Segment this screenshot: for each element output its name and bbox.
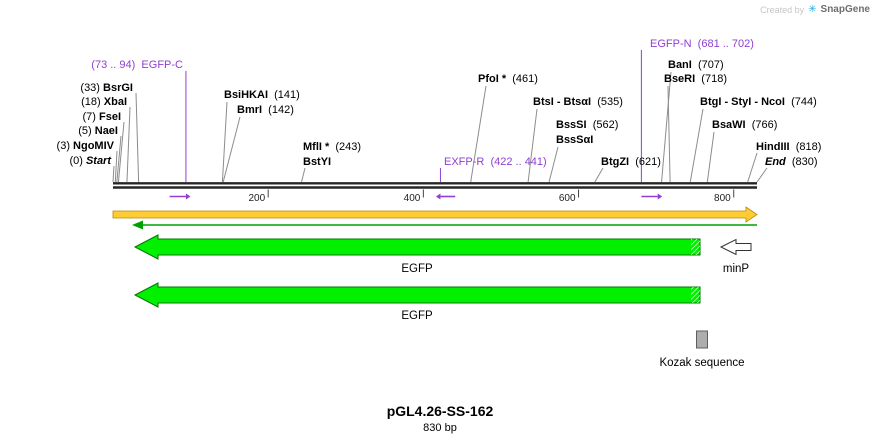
enzyme-label-fsei[interactable]: (7) FseI: [82, 111, 121, 123]
callout-line-bsrgi: [135, 92, 140, 183]
primer-arrowhead-exfp_r: [435, 193, 441, 200]
enzyme-label-bseri[interactable]: BseRI (718): [664, 73, 727, 85]
snapgene-credit: Created by ✳ SnapGene: [760, 4, 870, 15]
feature-arrow-egfp-2[interactable]: [133, 282, 701, 308]
callout-line-btgi: [689, 108, 704, 183]
enzyme-label-bsihkai[interactable]: BsiHKAI (141): [224, 89, 300, 101]
feature-arrow-minp[interactable]: [719, 238, 752, 256]
enzyme-label-bani[interactable]: BanI (707): [668, 59, 724, 71]
thin-feature-arrow-head: [132, 220, 143, 230]
feature-label-egfp-1[interactable]: EGFP: [401, 263, 433, 275]
enzyme-label-btgi[interactable]: BtgI - StyI - NcoI (744): [700, 96, 817, 108]
enzyme-label-bmri[interactable]: BmrI (142): [237, 104, 294, 116]
callout-line-ngomiv: [114, 150, 118, 183]
callout-line-bstyi: [301, 167, 306, 183]
callout-line-hindiii: [747, 152, 758, 183]
callout-line-start: [112, 165, 115, 183]
callout-line-btgzi: [594, 167, 604, 183]
callout-line-bseri: [667, 85, 671, 183]
ruler-label-600: 600: [559, 193, 576, 204]
callout-line-btsi: [527, 108, 538, 183]
feature-label-kozak[interactable]: Kozak sequence: [659, 357, 744, 369]
ruler-label-400: 400: [404, 193, 421, 204]
primer-label-egfp_c[interactable]: (73 .. 94) EGFP-C: [91, 59, 183, 71]
enzyme-label-bsawi[interactable]: BsaWI (766): [712, 119, 777, 131]
ruler-label-200: 200: [248, 193, 265, 204]
callout-line-bsihkai: [221, 101, 228, 183]
feature-arrow-egfp-1-truncation-hatch: [691, 239, 700, 255]
feature-arrow-egfp-1[interactable]: [133, 234, 701, 260]
callout-line-end: [756, 167, 768, 183]
primer-label-egfp_n[interactable]: EGFP-N (681 .. 702): [650, 38, 754, 50]
callout-line-fsei: [117, 121, 125, 183]
enzyme-label-pfoi[interactable]: PfoI * (461): [478, 73, 538, 85]
enzyme-label-bsssi[interactable]: BssSI (562): [556, 119, 618, 131]
callout-line-bmri: [222, 116, 241, 183]
enzyme-label-hindiii[interactable]: HindIII (818): [756, 141, 821, 153]
enzyme-label-btsi[interactable]: BtsI - BtsαI (535): [533, 96, 623, 108]
ruler-label-800: 800: [714, 193, 731, 204]
enzyme-label-bsrgi[interactable]: (33) BsrGI: [80, 82, 133, 94]
primer-label-exfp_r[interactable]: EXFP-R (422 .. 441): [444, 156, 547, 168]
enzyme-label-btgzi[interactable]: BtgZI (621): [601, 156, 661, 168]
enzyme-label-end[interactable]: End (830): [765, 156, 818, 168]
callout-line-bsssai: [548, 146, 559, 183]
feature-label-egfp-2[interactable]: EGFP: [401, 310, 433, 322]
enzyme-label-start[interactable]: (0) Start: [69, 155, 112, 167]
snapgene-brand: SnapGene: [820, 4, 870, 15]
enzyme-label-mfli[interactable]: MflI * (243): [303, 141, 361, 153]
enzyme-label-bstyi[interactable]: BstYI: [303, 156, 331, 168]
feature-box-kozak[interactable]: [696, 330, 708, 349]
enzyme-label-xbai[interactable]: (18) XbaI: [81, 96, 127, 108]
feature-arrow-egfp-2-truncation-hatch: [691, 287, 700, 303]
callout-line-naei: [116, 135, 122, 183]
map-footer: pGL4.26-SS-162 830 bp: [0, 403, 880, 434]
callout-line-bani: [661, 71, 672, 183]
full-sequence-arrow[interactable]: [112, 206, 758, 223]
primer-arrowhead-egfp_c: [185, 193, 191, 200]
feature-label-minp[interactable]: minP: [723, 263, 750, 275]
callout-line-xbai: [126, 106, 131, 183]
credit-created-by: Created by: [760, 4, 805, 15]
callout-line-pfoi: [470, 85, 487, 183]
plasmid-length: 830 bp: [423, 422, 457, 434]
plasmid-title: pGL4.26-SS-162: [386, 403, 494, 419]
enzyme-label-naei[interactable]: (5) NaeI: [78, 125, 118, 137]
primer-arrowhead-egfp_n: [657, 193, 663, 200]
enzyme-label-ngomiv[interactable]: (3) NgoMIV: [57, 140, 115, 152]
snapgene-logo-icon: ✳: [808, 3, 817, 15]
enzyme-label-bsssai[interactable]: BssSαI: [556, 134, 593, 146]
callout-line-bsawi: [706, 131, 715, 183]
